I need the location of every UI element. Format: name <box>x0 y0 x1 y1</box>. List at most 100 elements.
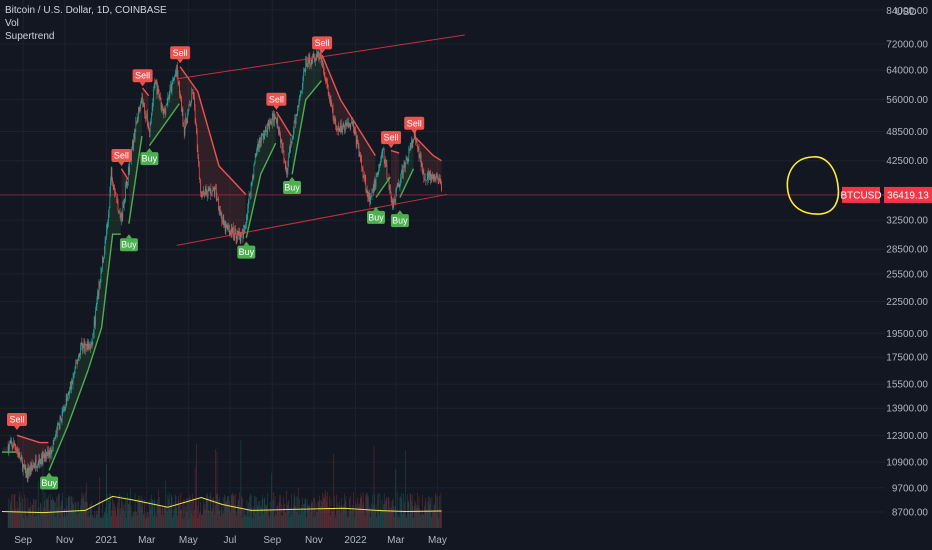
candle-body <box>336 125 337 130</box>
candle-body <box>76 362 77 364</box>
volume-bar <box>252 518 253 528</box>
volume-bar <box>110 516 112 528</box>
price-tick: 84000.00 <box>886 6 928 17</box>
candle-body <box>245 224 246 226</box>
candle-body <box>310 59 312 66</box>
candle-body <box>419 157 420 159</box>
candle-body <box>18 452 20 457</box>
candle-body <box>93 320 95 333</box>
candle-body <box>46 452 48 458</box>
signal-box <box>170 46 191 60</box>
volume-bar <box>140 507 142 528</box>
volume-bar <box>437 496 438 528</box>
supertrend-indicator-label[interactable]: Supertrend <box>5 31 55 42</box>
channel-line-1 <box>176 34 465 80</box>
candle-body <box>255 155 257 157</box>
candle-body <box>54 435 56 438</box>
candle-body <box>360 159 362 161</box>
candle-body <box>127 181 128 186</box>
candle-body <box>278 128 279 134</box>
candle-body <box>344 125 345 132</box>
volume-bar <box>130 488 131 528</box>
candle-body <box>313 55 315 57</box>
volume-bar <box>294 496 296 528</box>
volume-bar <box>147 512 148 528</box>
volume-bar <box>334 517 336 528</box>
candle-body <box>165 105 167 113</box>
candle-body <box>199 178 201 183</box>
volume-bar <box>49 509 51 528</box>
volume-bar <box>317 500 319 528</box>
candle-body <box>337 125 339 131</box>
candle-body <box>106 229 107 238</box>
volume-bar <box>203 508 205 528</box>
candle-body <box>233 227 234 236</box>
candle-body <box>149 129 150 133</box>
volume-bar <box>321 500 322 528</box>
volume-bar <box>386 498 388 528</box>
volume-bar <box>270 509 272 528</box>
candle-body <box>117 200 119 212</box>
volume-bar <box>314 516 316 528</box>
time-axis[interactable]: Sep Nov 2021 Mar May Jul Sep Nov 2022 Mar May <box>0 528 932 550</box>
candle-body <box>21 456 23 461</box>
volume-bar <box>360 497 361 528</box>
candle-body <box>430 178 432 181</box>
volume-bar <box>299 499 300 528</box>
volume-bar <box>102 500 103 528</box>
volume-bar <box>239 506 241 528</box>
volume-bar <box>340 498 342 528</box>
volume-bar <box>306 499 308 528</box>
volume-bar <box>7 512 9 528</box>
candle-body <box>198 157 199 166</box>
volume-bar <box>41 510 42 528</box>
volume-bar <box>97 507 99 528</box>
volume-bar <box>30 501 31 528</box>
candle-body <box>254 163 255 165</box>
volume-bar <box>311 499 313 528</box>
candle-body <box>281 139 283 150</box>
candle-body <box>318 52 319 58</box>
candle-body <box>26 471 27 478</box>
volume-bar <box>409 493 411 528</box>
candle-body <box>31 463 32 471</box>
volume-bar <box>148 517 150 528</box>
volume-bar <box>179 510 181 528</box>
volume-bar <box>81 492 83 528</box>
price-tick: 12300.00 <box>886 431 928 442</box>
candle-body <box>110 168 112 182</box>
volume-bar <box>192 515 194 528</box>
volume-bar <box>323 493 325 528</box>
volume-bar <box>406 517 408 528</box>
supertrend-fill-down <box>391 150 400 204</box>
candle-body <box>372 191 373 193</box>
candle-body <box>91 342 92 346</box>
volume-bar <box>331 508 332 528</box>
candle-body <box>25 467 27 478</box>
signal-label: Buy <box>284 182 300 192</box>
candle-body <box>194 106 196 124</box>
signal-pointer <box>146 148 153 153</box>
volume-bar <box>360 493 362 528</box>
candle-body <box>278 131 280 134</box>
candle-body <box>203 191 205 195</box>
candle-body <box>77 360 79 364</box>
volume-bar <box>235 493 236 528</box>
volume-bar <box>327 492 328 528</box>
volume-bar <box>110 494 111 528</box>
volume-bar <box>116 516 117 528</box>
volume-bar <box>159 497 160 528</box>
price-axis[interactable]: USD 72000.00 64000.00 56000.00 48500.00 42500… <box>840 0 932 550</box>
candle-body <box>17 450 18 452</box>
volume-indicator-label[interactable]: Vol <box>5 18 19 29</box>
volume-bar <box>323 497 324 528</box>
volume-bar <box>142 499 143 528</box>
candle-body <box>438 179 440 181</box>
supertrend-segment-up <box>148 103 180 147</box>
volume-bar <box>404 502 405 528</box>
candle-body <box>407 158 408 162</box>
candle-body <box>104 240 106 250</box>
volume-bar <box>244 508 246 528</box>
volume-bar <box>21 511 23 528</box>
